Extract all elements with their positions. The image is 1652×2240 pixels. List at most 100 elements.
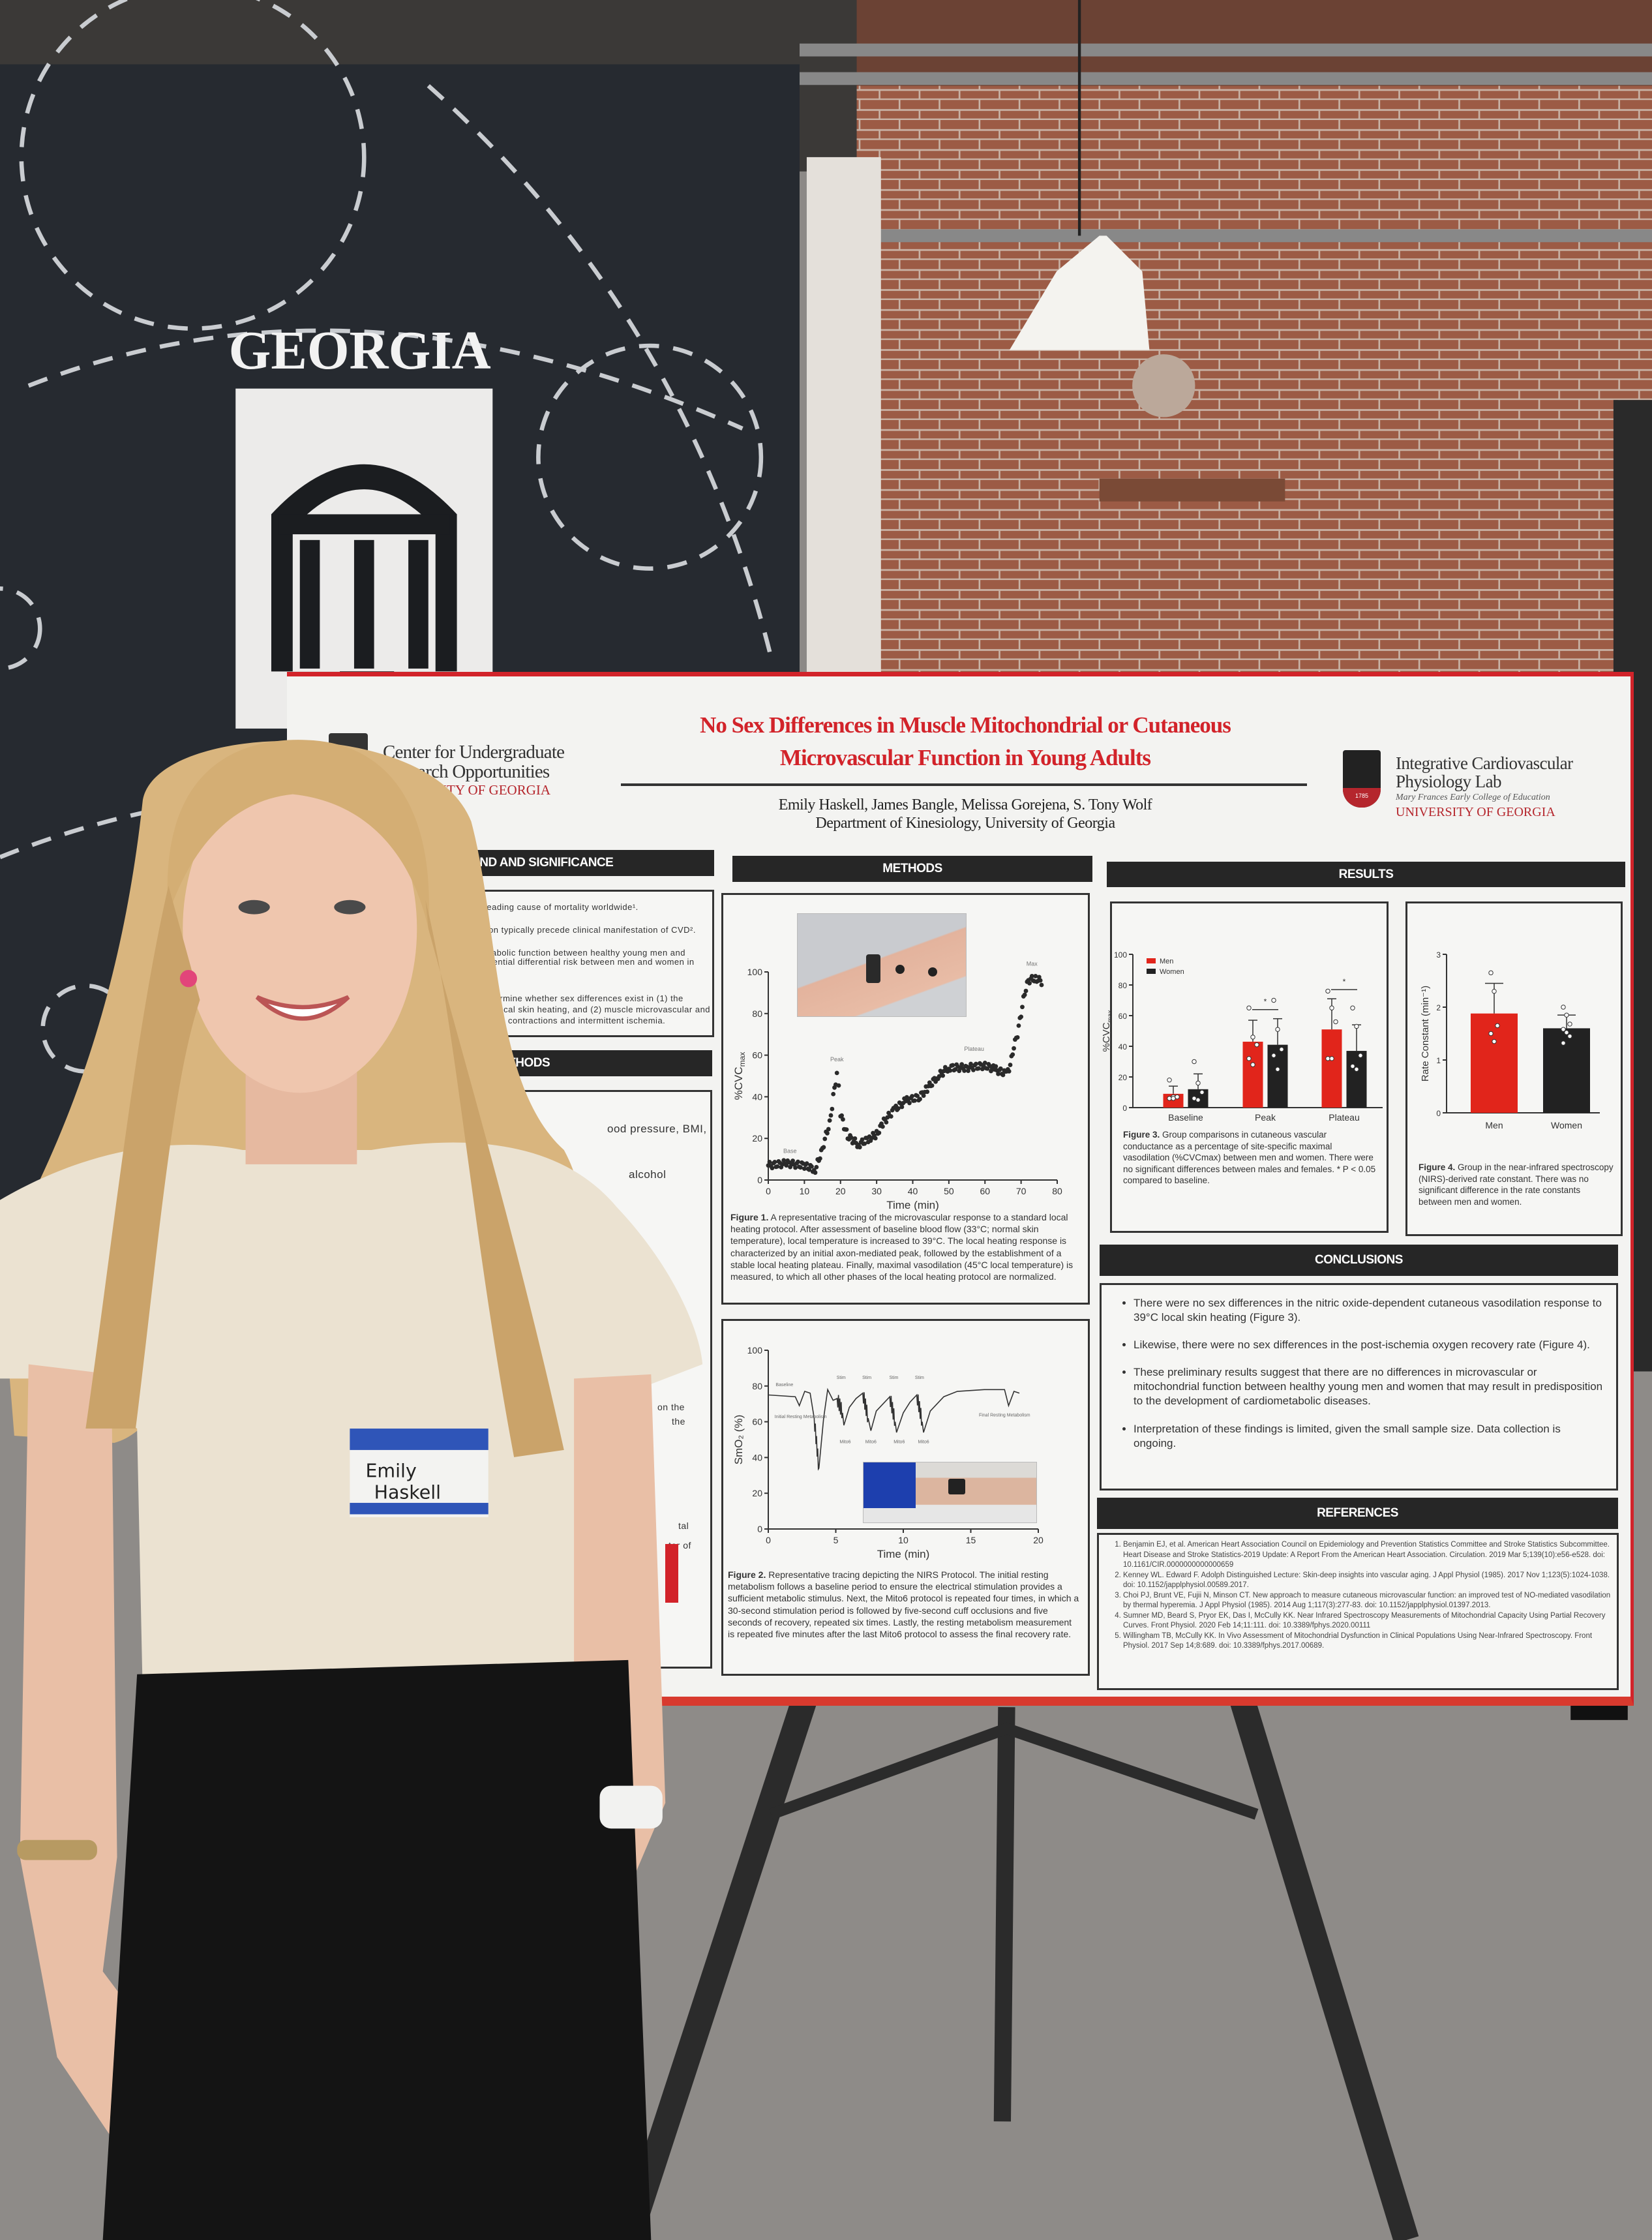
y-tick-label: 20 (752, 1133, 762, 1143)
trace-point (827, 1118, 832, 1123)
conclusion-item: Likewise, there were no sex differences … (1134, 1338, 1603, 1352)
y-tick-label: 40 (752, 1452, 762, 1462)
trace-point (822, 1136, 828, 1142)
y-axis-label: %CVCmax (1101, 1010, 1114, 1052)
white-partition (806, 157, 881, 701)
data-point (1279, 1047, 1284, 1052)
data-point (1271, 1053, 1276, 1058)
trace-annotation: Initial Resting Metabolism (775, 1415, 827, 1419)
trace-point (940, 1073, 946, 1078)
trace-point (836, 1083, 841, 1088)
trace-point (873, 1136, 878, 1141)
trace-point (1020, 1005, 1025, 1010)
x-category-label: Peak (1255, 1112, 1276, 1123)
trace-point (993, 1064, 999, 1069)
y-tick-label: 40 (1119, 1042, 1128, 1052)
trace-annotation: Mito6 (894, 1440, 905, 1444)
conclusions-list: There were no sex differences in the nit… (1102, 1284, 1603, 1451)
trace-point (1033, 974, 1038, 978)
trace-point (929, 1083, 935, 1088)
trace-point (969, 1061, 973, 1067)
data-point (1564, 1030, 1569, 1035)
y-tick-label: 1 (1436, 1056, 1441, 1065)
references-list: Benjamin EJ, et al. American Heart Assoc… (1100, 1536, 1619, 1652)
trace-point (888, 1114, 894, 1119)
bar-men (1471, 1013, 1518, 1113)
trace-point (950, 1063, 955, 1068)
trace-point (918, 1097, 922, 1102)
section-header-methods: METHODS (732, 856, 1092, 882)
trace-point (1038, 978, 1043, 983)
trace-point (770, 1166, 775, 1171)
trace-point (976, 1066, 981, 1071)
trace-point (1029, 974, 1034, 978)
x-tick-label: 70 (1016, 1186, 1027, 1196)
data-point (1495, 1023, 1500, 1029)
trace-point (1019, 1014, 1024, 1020)
trace-point (948, 1068, 953, 1073)
trace-annotation: Final Resting Metabolism (979, 1413, 1030, 1417)
trace-point (959, 1062, 965, 1067)
figure4-caption: Figure 4. Group in the near-infrared spe… (1419, 1162, 1614, 1207)
poster-title-line1: No Sex Differences in Muscle Mitochondri… (700, 712, 1231, 738)
trace-point (1022, 992, 1027, 997)
bar-men-peak (1242, 1041, 1263, 1108)
y-axis-label: SmO₂ (%) (732, 1415, 745, 1464)
figure2-text: Representative tracing depicting the NIR… (728, 1569, 1079, 1639)
trace-point (857, 1145, 862, 1150)
trace-point (942, 1065, 948, 1070)
trace-annotation: Mito6 (918, 1440, 929, 1444)
reference-item: Sumner MD, Beard S, Pryor EK, Das I, McC… (1123, 1611, 1619, 1631)
wall-clock (1132, 354, 1195, 417)
trace-point (802, 1166, 807, 1172)
trace-point (982, 1060, 987, 1065)
x-axis-label: Time (min) (886, 1199, 939, 1211)
trace-point (793, 1165, 798, 1170)
bar-women-peak (1267, 1044, 1288, 1108)
x-tick-label: 30 (871, 1186, 882, 1196)
trace-point (937, 1074, 942, 1079)
trace-point (767, 1159, 772, 1164)
data-point (1561, 1040, 1566, 1046)
trace-point (880, 1124, 885, 1129)
trace-annotation: Stim (837, 1376, 846, 1380)
y-tick-label: 20 (752, 1488, 762, 1498)
y-tick-label: 80 (752, 1381, 762, 1391)
figure3-caption: Figure 3. Group comparisons in cutaneous… (1123, 1129, 1377, 1187)
data-point (1275, 1067, 1280, 1072)
figure4-label: Figure 4. (1419, 1162, 1456, 1172)
x-tick-label: 0 (766, 1186, 771, 1196)
y-tick-label: 60 (1119, 1012, 1128, 1021)
data-point (1350, 1005, 1355, 1010)
data-point (1199, 1089, 1205, 1095)
trace-annotation: Baseline (775, 1383, 793, 1387)
trace-point (844, 1127, 849, 1132)
figure3-label: Figure 3. (1123, 1130, 1160, 1140)
trace-point (852, 1136, 858, 1141)
y-tick-label: 40 (752, 1091, 762, 1102)
trace-annotation: Peak (830, 1056, 844, 1063)
trace-point (814, 1164, 819, 1170)
brick-wall (856, 85, 1652, 686)
trace-point (798, 1165, 803, 1170)
legend-label: Women (1160, 968, 1184, 976)
y-tick-label: 100 (747, 967, 763, 977)
y-tick-label: 2 (1436, 1003, 1441, 1012)
y-tick-label: 100 (1114, 950, 1127, 960)
data-point (1246, 1056, 1252, 1061)
data-point (1167, 1078, 1172, 1083)
data-point (1192, 1059, 1197, 1065)
trace-point (809, 1164, 814, 1169)
legend-label: Men (1160, 958, 1173, 965)
trace-point (839, 1113, 844, 1118)
data-point (1488, 1031, 1494, 1037)
y-axis-label-subscript: max (738, 1052, 747, 1067)
trace-point (962, 1068, 967, 1073)
ceiling-pipe (799, 43, 1652, 243)
reference-item: Kenney WL. Edward F. Adolph Distinguishe… (1123, 1571, 1619, 1591)
section-header-references: REFERENCES (1097, 1498, 1618, 1529)
x-tick-label: 20 (1033, 1535, 1044, 1545)
data-point (1195, 1080, 1201, 1086)
probe (895, 965, 905, 974)
poster-title-line2: Microvascular Function in Young Adults (779, 745, 1151, 770)
